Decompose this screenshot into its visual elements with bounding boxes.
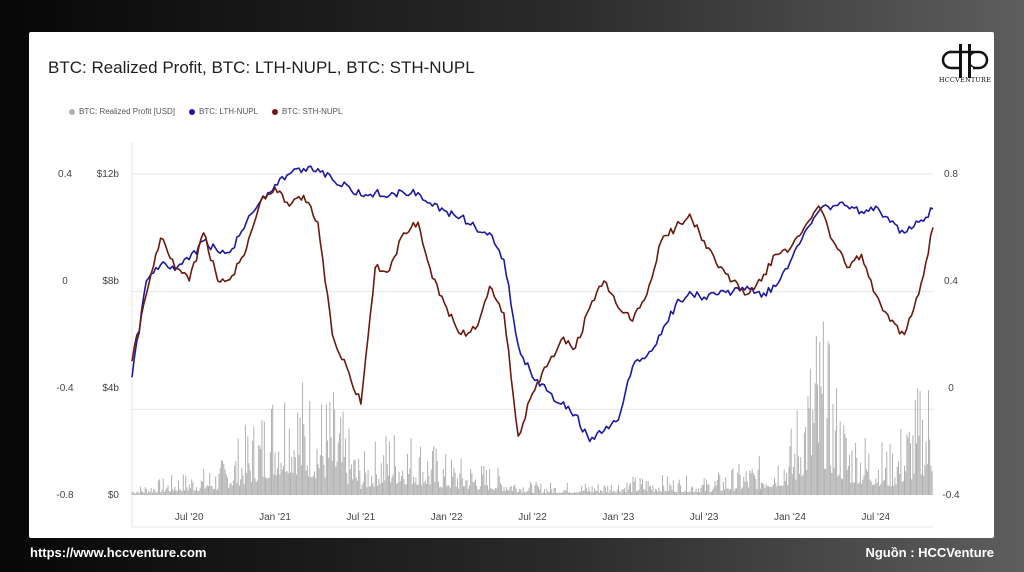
chart-svg: 0.4 0 -0.4 -0.8 $12b $8b $4b $0 0.8 0.4 0 -0.4 Jul '… [56,142,960,528]
x-tick-label: Jan '22 [431,512,463,523]
left-outer-tick-label: -0.4 [56,383,74,394]
hcc-logo-icon [941,44,989,78]
right-tick-label: 0 [948,383,954,394]
source-credit: Nguồn : HCCVenture [865,545,994,560]
x-tick-label: Jul '23 [690,512,719,523]
chart-legend: BTC: Realized Profit [USD] BTC: LTH-NUPL B… [69,107,356,117]
legend-item[interactable]: BTC: LTH-NUPL [189,107,258,116]
left-inner-tick-label: $4b [102,383,119,394]
right-tick-label: -0.4 [942,490,960,501]
x-tick-label: Jul '22 [518,512,547,523]
left-inner-tick-label: $8b [102,276,119,287]
legend-label: BTC: LTH-NUPL [199,107,258,116]
x-tick-label: Jul '21 [347,512,376,523]
logo-wordmark: HCCVENTURE [938,76,992,84]
x-tick-label: Jul '20 [175,512,204,523]
series-lth-nupl [131,165,934,443]
left-inner-tick-label: $0 [108,490,120,501]
x-tick-label: Jan '24 [774,512,806,523]
legend-label: BTC: STH-NUPL [282,107,343,116]
chart-title: BTC: Realized Profit, BTC: LTH-NUPL, BTC… [48,58,475,77]
left-outer-tick-label: 0.4 [58,169,72,180]
legend-dot-icon [69,108,75,115]
legend-dot-icon [272,108,278,115]
legend-label: BTC: Realized Profit [USD] [79,107,176,116]
right-tick-label: 0.8 [944,169,958,180]
left-outer-tick-label: -0.8 [56,490,74,501]
legend-item[interactable]: BTC: Realized Profit [USD] [69,107,175,116]
legend-item[interactable]: BTC: STH-NUPL [272,107,342,116]
x-tick-label: Jan '21 [259,512,291,523]
chart-card: BTC: Realized Profit, BTC: LTH-NUPL, BTC… [29,32,994,538]
x-tick-label: Jan '23 [602,512,634,523]
series-sth-nupl [131,186,934,437]
series-realized-profit [131,321,933,495]
website-url[interactable]: https://www.hccventure.com [30,545,207,560]
left-outer-tick-label: 0 [62,276,68,287]
legend-dot-icon [189,108,196,115]
x-tick-label: Jul '24 [861,512,890,523]
right-tick-label: 0.4 [944,276,958,287]
left-inner-tick-label: $12b [97,169,120,180]
